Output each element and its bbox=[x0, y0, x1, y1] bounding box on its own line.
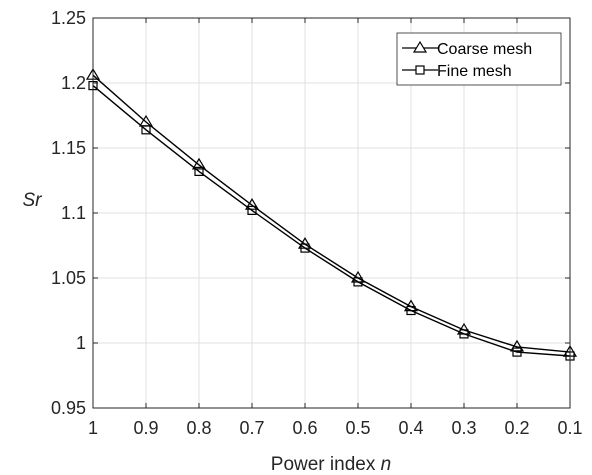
legend-box bbox=[396, 32, 562, 86]
data-point-square bbox=[247, 205, 257, 215]
y-tick-label: 1.1 bbox=[61, 203, 86, 223]
data-point-triangle bbox=[297, 237, 313, 249]
data-point-triangle bbox=[244, 198, 260, 210]
data-point-triangle bbox=[350, 270, 366, 283]
y-tick-label: 1.05 bbox=[51, 268, 86, 288]
x-tick-label: 0.6 bbox=[292, 418, 317, 438]
data-point-triangle bbox=[456, 322, 472, 335]
y-tick-label: 1.2 bbox=[61, 73, 86, 93]
x-tick-label: 0.9 bbox=[133, 418, 158, 438]
x-tick-label: 0.7 bbox=[239, 418, 264, 438]
series-line-square bbox=[92, 85, 571, 357]
y-tick-label: 1 bbox=[76, 333, 86, 353]
series-lines bbox=[92, 74, 571, 357]
x-tick-label: 0.2 bbox=[504, 418, 529, 438]
data-point-square bbox=[194, 166, 204, 176]
series-line-triangle bbox=[92, 74, 571, 353]
x-axis-label-variable: n bbox=[381, 454, 392, 475]
legend-marker-triangle bbox=[412, 40, 428, 53]
y-tick-label: 1.25 bbox=[51, 8, 86, 28]
y-tick-label: 1.15 bbox=[51, 138, 86, 158]
legend: Coarse mesh Fine mesh bbox=[396, 32, 562, 86]
x-axis-label: Power index n bbox=[271, 454, 391, 475]
x-tick-label: 0.3 bbox=[451, 418, 476, 438]
x-tick-label: 0.5 bbox=[345, 418, 370, 438]
x-tick-label: 0.8 bbox=[186, 418, 211, 438]
data-point-square bbox=[512, 347, 522, 357]
ticks bbox=[92, 17, 571, 409]
data-point-square bbox=[300, 243, 310, 253]
data-point-square bbox=[353, 277, 363, 287]
data-point-triangle bbox=[191, 157, 207, 170]
legend-label-coarse: Coarse mesh bbox=[437, 41, 532, 58]
x-tick-label: 0.1 bbox=[557, 418, 582, 438]
y-axis-label: Sr bbox=[23, 190, 43, 211]
tick-labels: 1 0.9 0.8 0.7 0.6 0.5 0.4 0.3 0.2 0.10.9511.051.1… bbox=[51, 8, 583, 438]
data-point-triangle bbox=[509, 339, 525, 352]
legend-marker-square bbox=[415, 65, 425, 75]
data-point-square bbox=[141, 125, 151, 135]
data-point-triangle bbox=[403, 299, 419, 312]
x-axis-label-text: Power index bbox=[271, 454, 381, 475]
y-tick-label: 0.95 bbox=[51, 398, 86, 418]
legend-label-fine: Fine mesh bbox=[437, 63, 512, 80]
x-tick-label: 0.4 bbox=[398, 418, 423, 438]
data-point-square bbox=[406, 305, 416, 316]
x-tick-label: 1 bbox=[88, 418, 98, 438]
data-point-square bbox=[459, 329, 469, 339]
